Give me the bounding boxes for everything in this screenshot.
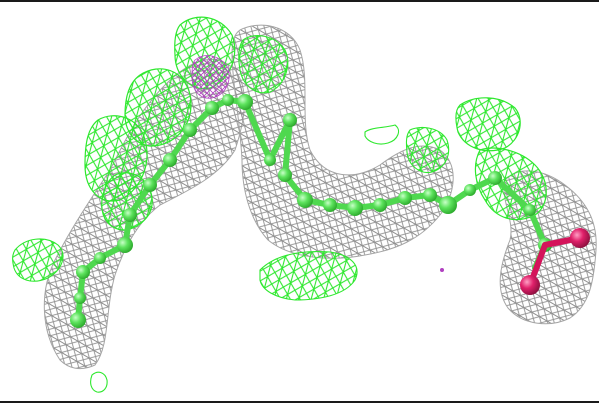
density-mesh-magenta — [191, 55, 444, 272]
top-border — [0, 0, 599, 2]
oxygen-atoms — [520, 228, 590, 295]
density-mesh-green — [12, 16, 547, 393]
bottom-border — [0, 401, 599, 403]
